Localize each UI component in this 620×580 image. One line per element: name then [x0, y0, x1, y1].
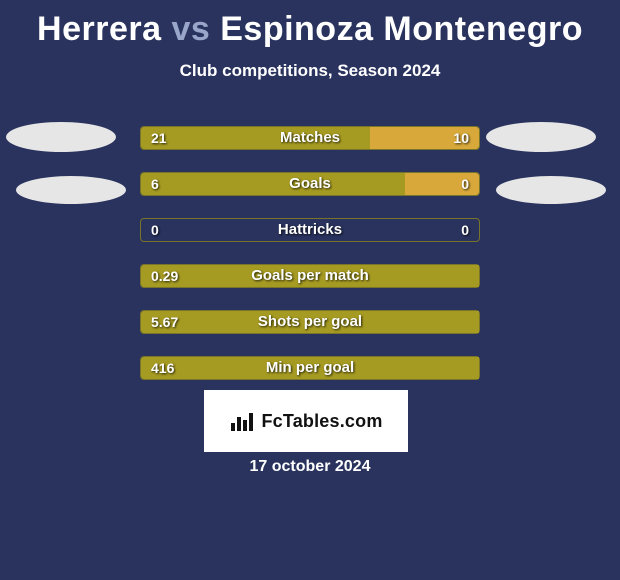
title-player2: Espinoza Montenegro: [220, 10, 583, 48]
stat-row: 2110Matches: [140, 126, 480, 150]
bar-player1: [141, 265, 479, 287]
value-player2: 0: [461, 219, 469, 241]
brand-box: FcTables.com: [204, 390, 408, 452]
stat-label: Hattricks: [141, 219, 479, 241]
stat-row: 60Goals: [140, 172, 480, 196]
bar-player1: [141, 173, 405, 195]
title-vs: vs: [171, 10, 210, 48]
value-player1: 416: [151, 357, 174, 379]
value-player1: 6: [151, 173, 159, 195]
bar-player1: [141, 311, 479, 333]
player1-badge-row1: [16, 176, 126, 204]
value-player2: 0: [461, 173, 469, 195]
value-player2: 10: [453, 127, 469, 149]
bar-player1: [141, 357, 479, 379]
value-player1: 0: [151, 219, 159, 241]
subtitle: Club competitions, Season 2024: [0, 61, 620, 81]
stat-row: 416Min per goal: [140, 356, 480, 380]
stat-row: 0.29Goals per match: [140, 264, 480, 288]
page-title: Herrera vs Espinoza Montenegro: [0, 0, 620, 49]
title-player1: Herrera: [37, 10, 161, 48]
player1-badge-row0: [6, 122, 116, 152]
date-label: 17 october 2024: [0, 458, 620, 476]
chart-bars-icon: [229, 409, 255, 433]
value-player1: 0.29: [151, 265, 178, 287]
stat-row: 0 0Hattricks: [140, 218, 480, 242]
stat-row: 5.67Shots per goal: [140, 310, 480, 334]
comparison-chart: 2110Matches60Goals00Hattricks0.29Goals p…: [140, 126, 480, 402]
player2-badge-row1: [496, 176, 606, 204]
player2-badge-row0: [486, 122, 596, 152]
brand-label: FcTables.com: [261, 411, 382, 432]
bar-player1: [141, 127, 370, 149]
value-player1: 5.67: [151, 311, 178, 333]
value-player1: 21: [151, 127, 167, 149]
